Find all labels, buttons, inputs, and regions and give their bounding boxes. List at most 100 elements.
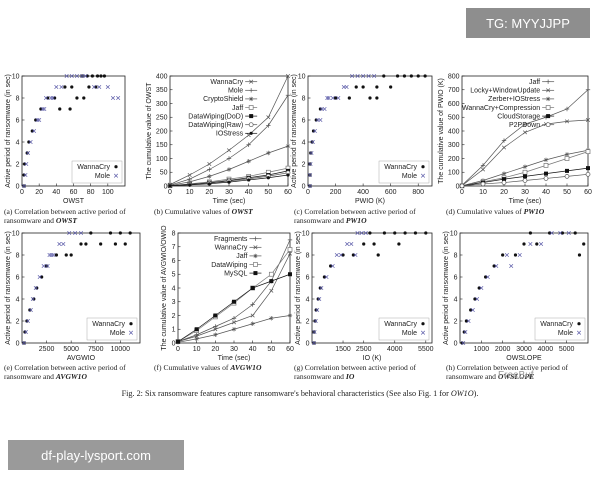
subfigure-caption: (f) Cumulative values of AVGW1O [154,363,262,372]
data-point-mole [49,252,54,258]
x-tick-label: 0 [176,346,180,353]
data-point-wannacry [397,242,401,246]
subfigure-caption: (h) Correlation between active period of… [446,363,569,381]
data-point-wannacry [313,319,317,323]
data-point-mole [349,241,354,247]
x-tick-label: 20 [35,189,43,196]
x-tick-label: 100 [102,189,114,196]
data-point-datawiping [287,247,293,252]
data-point-wannacry [347,96,351,100]
data-point-wannacry [582,242,586,246]
data-point-mole [517,252,522,258]
legend-label: WannaCry [210,79,243,86]
data-point-mole [80,73,85,79]
x-axis-label: OWST [63,198,85,205]
data-point-wannacry [39,107,43,111]
data-point-mole [336,95,341,101]
data-point-mole [31,128,37,134]
legend-label: Mole [402,173,417,180]
y-axis-label: Active period of ransomware (in sec) [5,74,12,188]
legend-marker [249,131,253,135]
legend-box [378,317,430,341]
legend-label: P2PDown [509,122,540,129]
x-tick-label: 10 [186,189,194,196]
x-tick-label: 2500 [356,346,372,353]
caption-line: (g) Correlation between active period of [294,363,417,372]
legend-marker [113,173,119,178]
legend-marker [545,105,551,110]
data-point-mole [466,318,471,324]
data-point-mole [324,274,329,280]
legend-marker [546,88,551,93]
y-tick-label: 0 [302,183,306,190]
y-tick-label: 10 [12,73,20,80]
y-tick-label: 800 [448,73,460,80]
data-point-mole [33,285,38,291]
y-tick-label: 1 [172,327,176,334]
data-point-mole [207,167,212,172]
y-tick-label: 10 [12,230,20,237]
x-tick-label: 80 [87,189,95,196]
data-point-wannacry [53,96,57,100]
data-point-wannacry [548,231,552,235]
x-tick-label: 2500 [39,346,55,353]
legend-label: WannaCry [384,321,417,328]
data-point-mole [470,307,475,313]
caption-line: (c) Correlation between active period of [294,207,416,216]
data-point-mysql [176,339,180,344]
y-tick-label: 400 [156,73,168,80]
figure-caption-suffix: ). [473,389,479,398]
data-point-mole [30,296,35,302]
legend-marker [253,262,258,267]
data-point-mole [338,252,344,258]
y-tick-label: 4 [16,139,20,146]
data-point-mole [54,84,59,90]
data-point-mole [92,84,97,90]
data-point-jaff [287,313,293,318]
y-tick-label: 6 [16,117,20,124]
data-point-mole [309,150,314,156]
data-point-wannacry [577,253,582,257]
chart-panel-a: 0 20 40 60 80 100 0 2 4 6 8 10 OWST Active period of … [4,73,126,225]
legend-box [86,317,138,341]
data-point-wannacry [25,151,29,155]
data-point-jaff [250,321,255,326]
data-point-mole [73,230,78,236]
data-point-p2pdown [459,183,465,189]
data-point-wannacry [318,286,322,290]
x-tick-label: 0 [460,189,464,196]
legend-marker [421,322,425,326]
y-tick-label: 5 [172,272,176,279]
data-point-wannacry [477,286,481,290]
data-point-mole [479,285,484,291]
data-point-mole [366,73,371,79]
data-point-wannacry [535,242,539,246]
x-tick-label: 40 [249,346,257,353]
data-point-mole [318,117,323,123]
data-point-wannacry [464,319,468,323]
y-tick-label: 10 [302,230,310,237]
y-tick-label: 4 [302,139,306,146]
data-point-fragments [231,316,237,321]
caption-line: (b) Cumulative values of [154,207,232,216]
y-tick-label: 4 [172,285,176,292]
y-tick-label: 50 [160,170,168,177]
data-point-mole [359,230,364,236]
data-point-locky+windowupdate [522,130,528,135]
data-point-mole [45,263,50,269]
y-tick-label: 0 [16,183,20,190]
data-point-wannacry [34,118,38,122]
y-tick-label: 0 [454,340,458,347]
x-tick-label: 60 [584,189,592,196]
data-point-wannacry [35,286,39,290]
legend-marker [253,245,258,250]
data-point-mole [69,73,74,79]
y-tick-label: 0 [306,340,310,347]
data-point-mole [363,230,368,236]
x-tick-label: 10000 [111,346,131,353]
x-axis-label: OWSLOPE [506,355,542,362]
caption-emph: AVGW1O [55,372,88,381]
y-axis-label: Active period of ransomware (in sec) [5,231,12,345]
data-point-mole [330,95,335,101]
data-point-mole [67,230,72,236]
